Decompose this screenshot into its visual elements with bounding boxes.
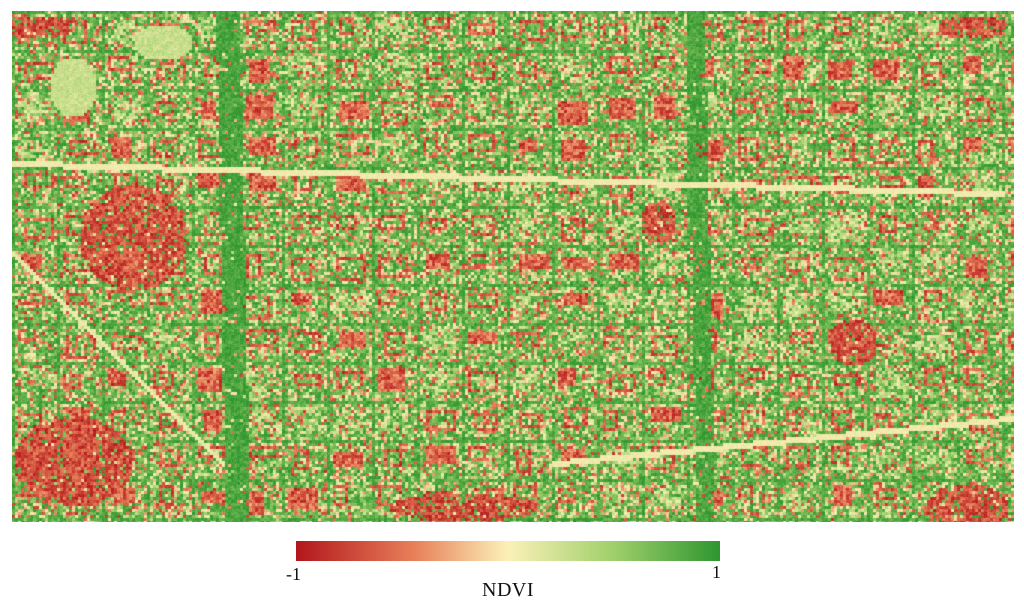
legend: -1 1 NDVI xyxy=(0,536,1024,606)
colorbar-min-label: -1 xyxy=(286,564,301,584)
colorbar xyxy=(296,541,720,561)
colorbar-title: NDVI xyxy=(482,579,534,601)
ndvi-raster-image xyxy=(12,11,1014,522)
colorbar-max-label: 1 xyxy=(712,562,721,582)
colorbar-gradient xyxy=(296,541,720,561)
ndvi-map xyxy=(12,11,1014,522)
